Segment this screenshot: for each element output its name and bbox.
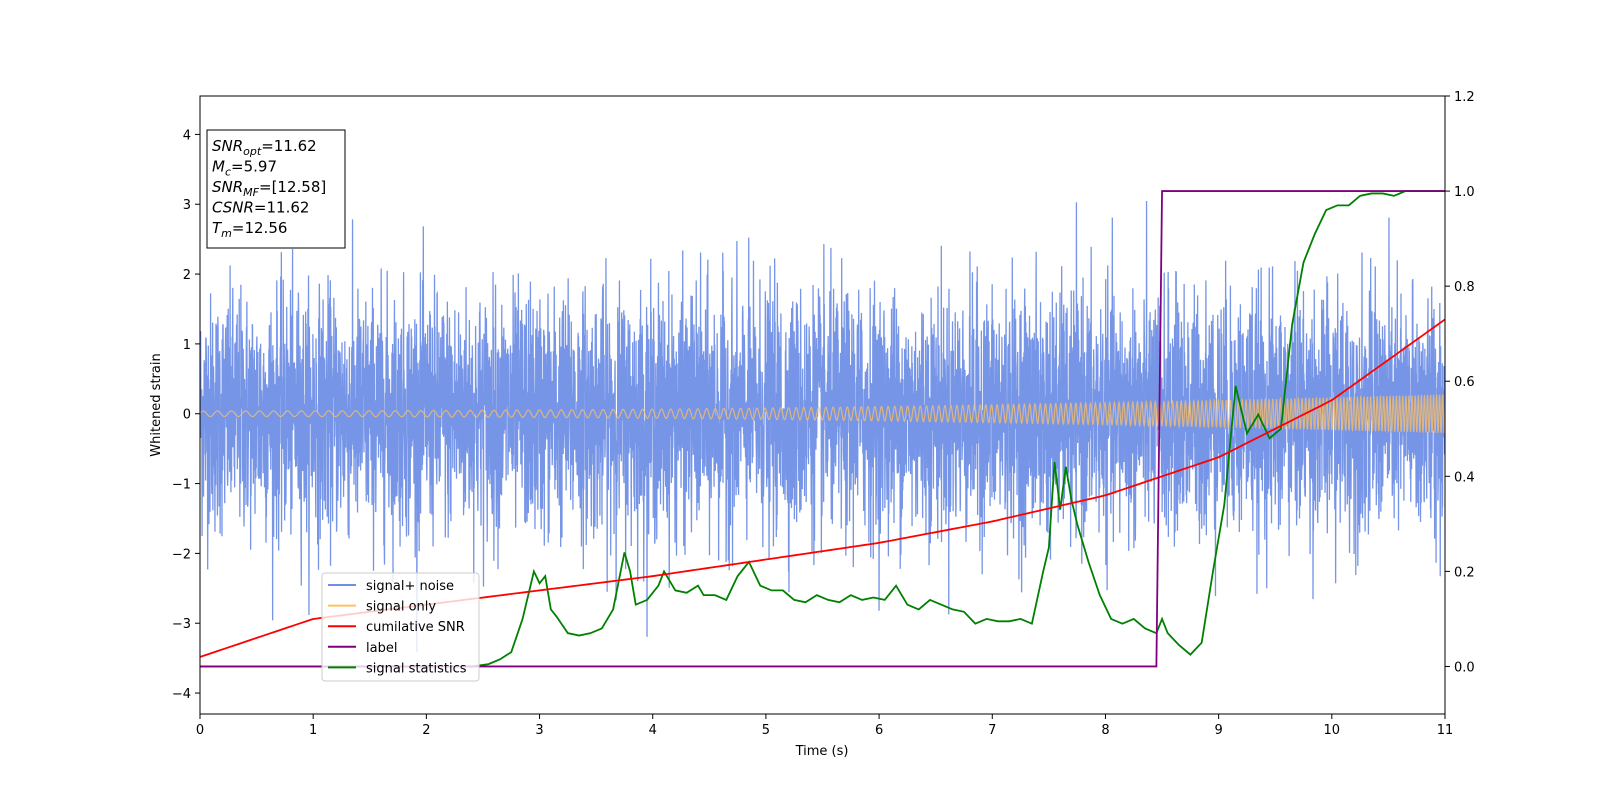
x-tick-label: 6 bbox=[875, 723, 883, 738]
y2-tick-label: 1.0 bbox=[1454, 185, 1475, 200]
plot-frame bbox=[199, 95, 1446, 715]
x-tick-label: 10 bbox=[1324, 723, 1341, 738]
x-tick-label: 3 bbox=[535, 723, 543, 738]
stats-box: SNRopt=11.62Mc=5.97SNRMF=[12.58]CSNR=11.… bbox=[206, 129, 346, 249]
y-tick-label: 3 bbox=[183, 198, 191, 213]
legend-frame bbox=[321, 572, 480, 682]
y2-tick-label: 0.6 bbox=[1454, 375, 1475, 390]
signal-only-line bbox=[200, 394, 1445, 434]
x-tick-label: 9 bbox=[1214, 723, 1222, 738]
label-line bbox=[200, 190, 1445, 668]
y-tick-label: 2 bbox=[183, 268, 191, 283]
y-tick-label: 4 bbox=[183, 128, 191, 143]
y-tick-label: −3 bbox=[172, 617, 191, 632]
y2-tick-label: 1.2 bbox=[1454, 90, 1475, 105]
y-axis-label: Whitened strain bbox=[149, 353, 164, 456]
x-tick-label: 0 bbox=[196, 723, 204, 738]
y2-tick-label: 0.4 bbox=[1454, 470, 1475, 485]
legend: signal+ noise signal only cumilative SNR la… bbox=[321, 572, 480, 682]
stats-line: CSNR=11.62 bbox=[212, 199, 309, 217]
legend-label: signal statistics bbox=[366, 661, 467, 676]
legend-label: cumilative SNR bbox=[366, 620, 465, 635]
x-tick-label: 8 bbox=[1101, 723, 1109, 738]
x-tick-label: 2 bbox=[422, 723, 430, 738]
stats-line: SNRMF=[12.58] bbox=[212, 178, 326, 199]
y-tick-label: 0 bbox=[183, 408, 191, 423]
stats-line: Tm=12.56 bbox=[212, 219, 287, 240]
x-tick-label: 5 bbox=[762, 723, 770, 738]
signal-statistics-line bbox=[200, 190, 1445, 668]
signal-only-series bbox=[200, 394, 1445, 434]
y-tick-label: −2 bbox=[172, 547, 191, 562]
y2-tick-label: 0.2 bbox=[1454, 565, 1475, 580]
x-axis-label: Time (s) bbox=[795, 744, 849, 759]
stats-line: Mc=5.97 bbox=[212, 158, 277, 179]
y2-tick-label: 0.8 bbox=[1454, 280, 1475, 295]
y2-tick-label: 0.0 bbox=[1454, 660, 1475, 675]
legend-label: signal only bbox=[366, 600, 436, 615]
y-tick-label: −1 bbox=[172, 478, 191, 493]
x-tick-label: 11 bbox=[1437, 723, 1454, 738]
y-tick-label: −4 bbox=[172, 687, 191, 702]
legend-label: signal+ noise bbox=[366, 579, 454, 594]
x-tick-label: 4 bbox=[649, 723, 657, 738]
stats-box-frame bbox=[206, 129, 346, 249]
x-tick-label: 1 bbox=[309, 723, 317, 738]
x-tick-label: 7 bbox=[988, 723, 996, 738]
stats-line: SNRopt=11.62 bbox=[212, 137, 317, 158]
legend-label: label bbox=[366, 641, 397, 656]
y-tick-label: 1 bbox=[183, 338, 191, 353]
